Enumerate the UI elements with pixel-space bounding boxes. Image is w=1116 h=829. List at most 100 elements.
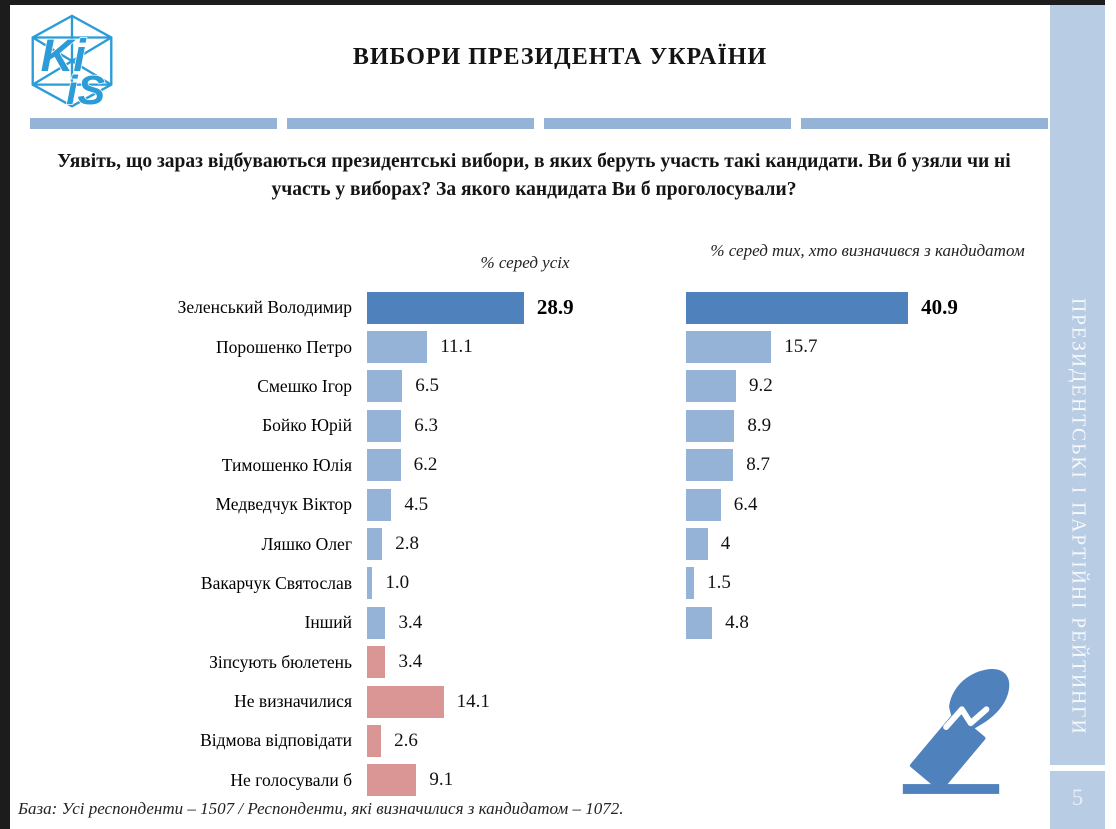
page-number: 5	[1050, 771, 1105, 829]
value-label: 40.9	[921, 295, 958, 320]
value-label: 2.8	[395, 533, 419, 555]
value-label: 28.9	[536, 295, 574, 320]
top-border	[0, 0, 1105, 5]
left-column-header: % серед усіх	[480, 253, 570, 272]
chart-row: Інший 3.4 4.8	[10, 603, 1050, 642]
category-label: Зіпсують бюлетень	[209, 651, 352, 672]
all-respondents-cell: 6.3	[367, 406, 686, 445]
all-respondents-cell: 6.2	[367, 446, 686, 485]
logo-text-bottom: iS	[66, 67, 105, 113]
value-label: 4.8	[725, 611, 749, 633]
category-label: Тимошенко Юлія	[221, 454, 352, 475]
value-label: 3.4	[398, 611, 423, 633]
all-respondents-cell: 6.5	[367, 367, 686, 406]
kiis-cube-logo-icon: Ki iS	[31, 14, 113, 114]
divider-segment	[287, 118, 534, 129]
category-label: Не визначилися	[234, 691, 352, 712]
all-respondents-cell: 4.5	[367, 485, 686, 524]
survey-question: Уявіть, що зараз відбуваються президентс…	[57, 151, 1011, 200]
value-label: 6.2	[413, 454, 438, 476]
bar	[686, 291, 909, 324]
value-label: 11.1	[440, 336, 473, 358]
all-respondents-cell: 28.9	[367, 288, 686, 327]
category-label: Зеленський Володимир	[177, 297, 352, 318]
bar	[367, 409, 402, 442]
value-label: 6.4	[733, 493, 758, 515]
left-border	[0, 0, 10, 829]
decided-respondents-cell: 40.9	[686, 288, 1050, 327]
bar	[367, 606, 386, 639]
bar	[686, 409, 735, 442]
chart-row: Медведчук Віктор 4.5 6.4	[10, 485, 1050, 524]
bar	[367, 567, 373, 600]
value-label: 9.2	[748, 375, 773, 397]
bar	[367, 646, 386, 679]
logo-text-top: Ki	[41, 30, 88, 81]
value-label: 15.7	[784, 336, 818, 358]
bar	[686, 449, 734, 482]
bar	[367, 764, 417, 797]
decided-respondents-cell: 6.4	[686, 485, 1050, 524]
category-label: Вакарчук Святослав	[200, 572, 352, 593]
bar	[367, 528, 383, 561]
chart-rows: Зеленський Володимир 28.9 40.9 Порошенко Пе…	[10, 288, 1050, 800]
page-title: ВИБОРИ ПРЕЗИДЕНТА УКРАЇНИ	[352, 44, 768, 70]
segmented-divider	[30, 118, 1048, 129]
value-label: 3.4	[398, 651, 423, 673]
value-label: 8.9	[747, 414, 772, 436]
chart-row: Смешко Ігор 6.5 9.2	[10, 367, 1050, 406]
all-respondents-cell: 2.8	[367, 524, 686, 563]
decided-respondents-cell: 9.2	[686, 367, 1050, 406]
decided-respondents-cell: 4.8	[686, 603, 1050, 642]
category-label: Відмова відповідати	[200, 730, 352, 751]
divider-segment	[30, 118, 277, 129]
decided-respondents-cell: 4	[686, 524, 1050, 563]
category-label: Порошенко Петро	[215, 336, 352, 357]
decided-respondents-cell: 15.7	[686, 327, 1050, 366]
chart-row: Бойко Юрій 6.3 8.9	[10, 406, 1050, 445]
chart-row: Порошенко Петро 11.1 15.7	[10, 327, 1050, 366]
all-respondents-cell: 9.1	[367, 761, 686, 800]
chart-row: Не визначилися 14.1	[10, 682, 1050, 721]
category-label: Медведчук Віктор	[215, 494, 352, 515]
all-respondents-cell: 3.4	[367, 643, 686, 682]
chart-row: Вакарчук Святослав 1.0 1.5	[10, 564, 1050, 603]
category-label: Смешко Ігор	[257, 375, 352, 396]
bar	[686, 567, 695, 600]
right-column-header: % серед тих, хто визначився з кандидатом	[710, 241, 1025, 260]
chart-row: Ляшко Олег 2.8 4	[10, 524, 1050, 563]
bar	[367, 370, 403, 403]
bar	[367, 449, 401, 482]
value-label: 4	[720, 533, 731, 555]
all-respondents-cell: 11.1	[367, 327, 686, 366]
chart-row: Тимошенко Юлія 6.2 8.7	[10, 446, 1050, 485]
value-label: 1.0	[385, 572, 410, 594]
all-respondents-cell: 3.4	[367, 603, 686, 642]
sidebar-gap	[1050, 765, 1105, 771]
category-label: Не голосували б	[230, 769, 352, 790]
decided-respondents-cell: 1.5	[686, 564, 1050, 603]
bar	[686, 488, 721, 521]
bar	[367, 291, 524, 324]
kiis-logo: Ki iS	[22, 10, 122, 118]
chart-row: Зеленський Володимир 28.9 40.9	[10, 288, 1050, 327]
category-label: Інший	[304, 612, 352, 633]
all-respondents-cell: 1.0	[367, 564, 686, 603]
ballot-hand-icon	[893, 660, 1011, 800]
bar	[367, 685, 444, 718]
sidebar-strip: ПРЕЗИДЕНТСЬКІ І ПАРТІЙНІ РЕЙТИНГИ	[1050, 5, 1105, 765]
bar	[367, 488, 392, 521]
sidebar-vertical-label: ПРЕЗИДЕНТСЬКІ І ПАРТІЙНІ РЕЙТИНГИ	[1067, 298, 1089, 736]
category-label: Ляшко Олег	[261, 533, 352, 554]
bar	[367, 331, 428, 364]
bar	[686, 370, 736, 403]
bar	[367, 724, 382, 757]
all-respondents-cell: 14.1	[367, 682, 686, 721]
value-label: 6.5	[415, 375, 440, 397]
bar	[686, 331, 772, 364]
value-label: 1.5	[707, 572, 731, 594]
decided-respondents-cell: 8.9	[686, 406, 1050, 445]
value-label: 14.1	[456, 690, 490, 712]
bar	[686, 528, 708, 561]
